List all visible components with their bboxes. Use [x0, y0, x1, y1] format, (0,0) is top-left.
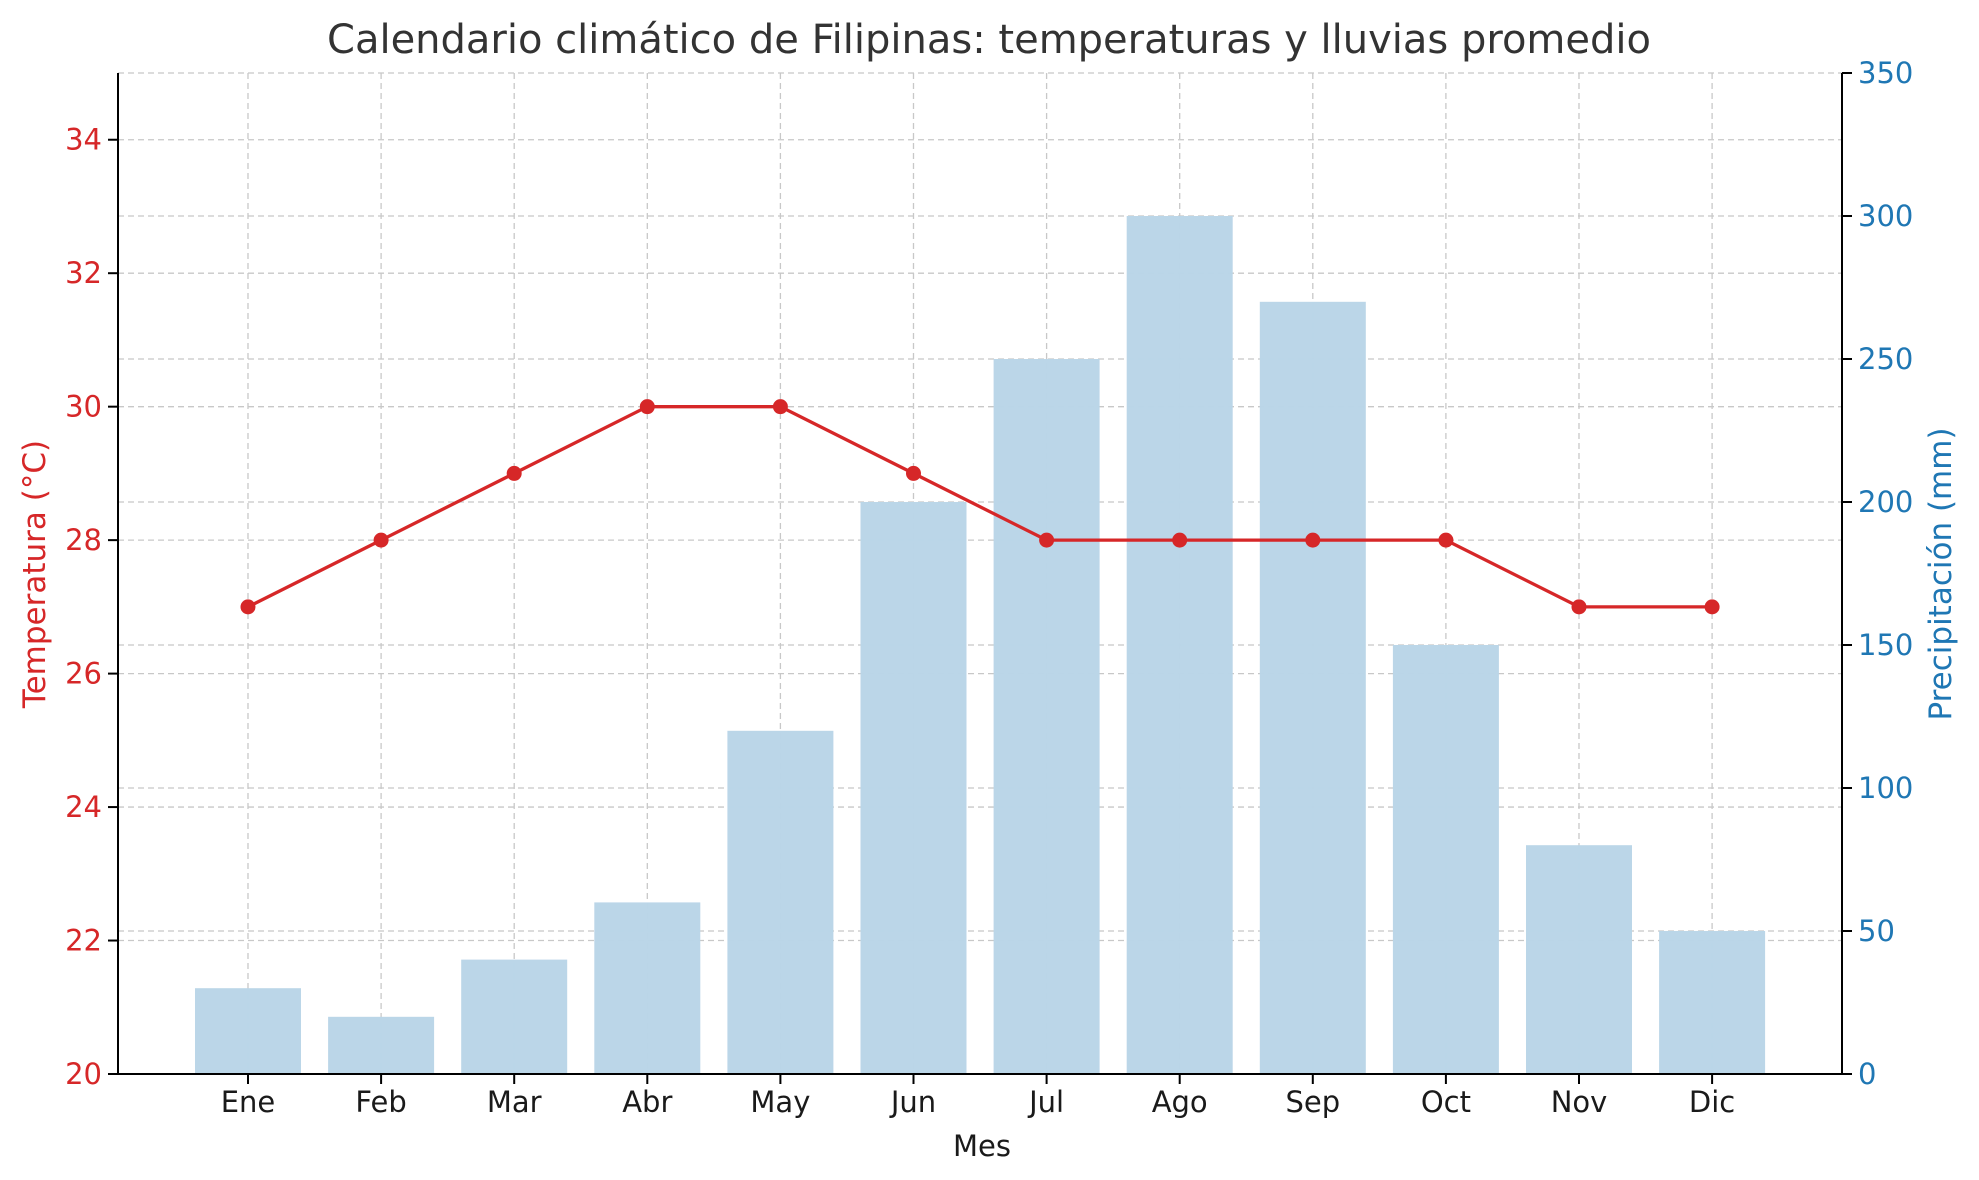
x-tick-label: Nov: [1551, 1085, 1608, 1119]
tick-labels: 20 22 24 26 28 30 32 34 0 50 100 150 200 250 300 350 Ene…: [65, 56, 1913, 1119]
x-tick-label: Mar: [487, 1085, 542, 1119]
right-tick-label: 100: [1858, 771, 1913, 805]
left-tick-label: 26: [65, 657, 102, 691]
left-tick-label: 30: [65, 390, 102, 424]
right-tick-label: 250: [1858, 342, 1913, 376]
temperature-point: [639, 399, 655, 415]
x-tick-label: Feb: [355, 1085, 406, 1119]
x-tick-label: Dic: [1689, 1085, 1735, 1119]
x-tick-label: May: [750, 1085, 810, 1119]
right-tick-label: 50: [1858, 914, 1895, 948]
precipitation-bar: [993, 359, 1100, 1074]
right-tick-label: 0: [1858, 1057, 1876, 1091]
right-axis-label: Precipitación (mm): [1923, 427, 1959, 720]
right-tick-label: 200: [1858, 485, 1913, 519]
chart-title: Calendario climático de Filipinas: tempe…: [327, 17, 1651, 63]
temperature-point: [1704, 599, 1720, 615]
temperature-point: [240, 599, 256, 615]
precipitation-bar: [860, 502, 967, 1074]
x-tick-label: Ene: [221, 1085, 276, 1119]
temperature-point: [1438, 532, 1454, 548]
temperature-line-layer: [240, 399, 1720, 615]
left-axis-label: Temperatura (°C): [17, 440, 53, 709]
temperature-point: [1305, 532, 1321, 548]
right-tick-label: 300: [1858, 199, 1913, 233]
left-tick-label: 28: [65, 523, 102, 557]
left-tick-label: 22: [65, 924, 102, 958]
temperature-point: [906, 465, 921, 481]
right-tick-label: 350: [1858, 56, 1913, 90]
x-tick-label: Ago: [1152, 1085, 1208, 1119]
precipitation-bar: [1659, 931, 1766, 1074]
axes: [108, 72, 1852, 1084]
temperature-point: [1172, 532, 1188, 548]
precipitation-bars: [195, 216, 1766, 1074]
x-tick-label: Abr: [622, 1085, 672, 1119]
precipitation-bar: [1526, 845, 1632, 1074]
temperature-point: [506, 465, 522, 481]
left-tick-label: 20: [65, 1057, 102, 1091]
temperature-line: [247, 405, 1713, 609]
precipitation-bar: [727, 730, 834, 1074]
temperature-point: [772, 399, 788, 415]
left-tick-label: 24: [65, 790, 102, 824]
right-tick-label: 150: [1858, 628, 1913, 662]
precipitation-bar: [1259, 301, 1366, 1074]
left-tick-label: 34: [65, 123, 102, 157]
temperature-point: [1571, 599, 1587, 615]
precipitation-bar: [1126, 216, 1233, 1074]
precipitation-bar: [594, 902, 701, 1074]
x-tick-label: Oct: [1421, 1085, 1471, 1119]
temperature-point: [1039, 532, 1055, 548]
x-tick-label: Sep: [1285, 1085, 1340, 1119]
precipitation-bar: [461, 959, 568, 1074]
precipitation-bar: [328, 1016, 435, 1074]
precipitation-bar: [195, 988, 301, 1074]
precipitation-bar: [1392, 645, 1499, 1074]
x-tick-label: Jun: [889, 1085, 936, 1119]
temperature-point: [373, 532, 389, 548]
left-tick-label: 32: [65, 256, 102, 290]
x-tick-label: Jul: [1027, 1085, 1064, 1119]
x-axis-label: Mes: [953, 1129, 1011, 1163]
